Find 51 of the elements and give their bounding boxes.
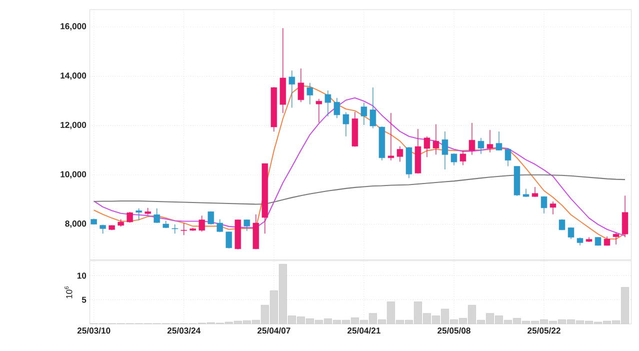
x-tick-label: 25/03/10 [77,327,110,334]
candlestick [496,131,502,151]
candlestick [172,224,178,234]
candlestick [424,136,430,158]
candlestick [216,219,224,233]
y-tick-label: 12,000 [60,122,86,130]
candlestick [622,195,628,238]
x-tick-label: 25/05/22 [528,327,560,334]
candlestick [532,186,538,198]
candlestick [450,153,458,166]
candlestick [136,208,142,221]
candlestick [522,188,530,198]
candlestick [432,124,440,156]
y-tick-label: 14,000 [60,72,86,80]
candlestick [226,231,232,249]
candlestick [342,112,350,137]
candlestick [388,112,394,161]
candlestick [180,222,187,236]
candlestick [298,68,304,103]
y-tick-label: 5 [82,296,86,303]
candlestick [360,102,368,126]
candlestick [468,122,476,156]
candlestick [306,82,314,105]
candlestick [612,232,620,245]
y-tick-label: 10,000 [60,171,86,179]
candlestick [604,236,610,246]
candlestick [154,208,160,224]
candlestick [198,215,205,232]
candlestick [334,98,340,119]
candlestick [504,148,512,167]
candlestick [550,201,556,215]
candlestick [370,87,376,129]
y-tick-label: 10 [77,272,86,279]
x-tick-label: 25/05/08 [438,327,470,334]
candlestick [244,219,250,232]
candlestick [478,138,484,154]
x-tick-label: 25/03/24 [167,327,201,334]
candlestick [568,227,574,240]
y-tick-label: 8,000 [65,220,86,228]
candlestick [316,98,322,124]
y-tick-label: 16,000 [60,23,86,31]
candlestick [540,196,548,214]
candlestick [324,90,332,117]
candlestick [288,70,296,108]
candlestick [460,150,466,166]
candlestick [442,131,448,170]
candlestick [396,146,404,162]
x-tick-label: 25/04/07 [257,327,290,334]
y-axis-title: 10$^{6}$ [64,286,72,298]
x-tick-label: 25/04/21 [348,327,380,334]
candlestick [486,130,494,153]
